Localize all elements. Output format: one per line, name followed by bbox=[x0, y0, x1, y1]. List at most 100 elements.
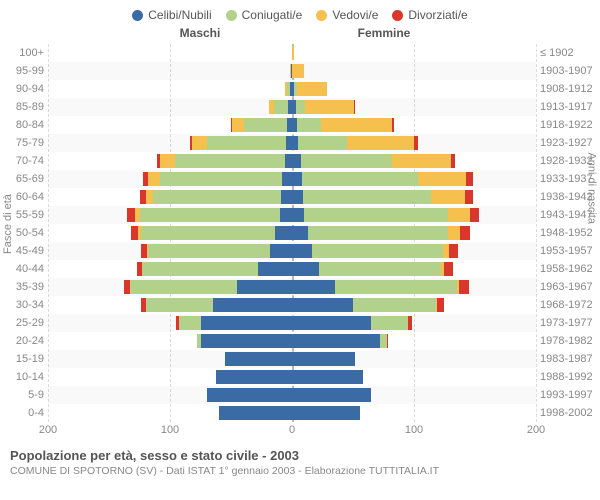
age-label: 100+ bbox=[0, 44, 48, 62]
year-label: 1923-1927 bbox=[540, 134, 600, 152]
bar-row-male bbox=[48, 314, 292, 332]
bar-row-male bbox=[48, 44, 292, 62]
bar-segment bbox=[219, 406, 292, 420]
bar-segment bbox=[354, 100, 355, 114]
age-label: 85-89 bbox=[0, 98, 48, 116]
bar-row-female bbox=[292, 260, 536, 278]
bar-segment bbox=[392, 154, 451, 168]
age-label: 80-84 bbox=[0, 116, 48, 134]
bar-segment bbox=[207, 136, 286, 150]
bar-segment bbox=[201, 316, 293, 330]
bar-row-female bbox=[292, 62, 536, 80]
bar-segment bbox=[192, 136, 207, 150]
bar-segment bbox=[308, 226, 448, 240]
bar-segment bbox=[449, 244, 458, 258]
bar-row-female bbox=[292, 242, 536, 260]
footer: Popolazione per età, sesso e stato civil… bbox=[0, 444, 600, 477]
bar-segment bbox=[270, 244, 292, 258]
bar-segment bbox=[335, 280, 457, 294]
bar-segment bbox=[292, 334, 380, 348]
legend-label: Vedovi/e bbox=[332, 8, 378, 22]
x-tick: 100 bbox=[161, 424, 179, 436]
bar-segment bbox=[146, 298, 213, 312]
bar-row-male bbox=[48, 62, 292, 80]
bar-segment bbox=[448, 208, 470, 222]
bar-row-male bbox=[48, 116, 292, 134]
bar-segment bbox=[444, 262, 453, 276]
x-tick: 200 bbox=[39, 424, 57, 436]
male-header: Maschi bbox=[108, 26, 292, 40]
bar-row-female bbox=[292, 98, 536, 116]
year-label: 1963-1967 bbox=[540, 278, 600, 296]
bar-segment bbox=[232, 118, 244, 132]
bar-segment bbox=[460, 226, 470, 240]
bar-segment bbox=[148, 244, 270, 258]
bar-segment bbox=[302, 172, 418, 186]
bar-segment bbox=[292, 244, 312, 258]
bar-row-female bbox=[292, 188, 536, 206]
bar-row-female bbox=[292, 152, 536, 170]
bar-segment bbox=[216, 370, 292, 384]
year-label: 1958-1962 bbox=[540, 260, 600, 278]
year-label: 1908-1912 bbox=[540, 80, 600, 98]
bar-row-male bbox=[48, 98, 292, 116]
year-label: ≤ 1902 bbox=[540, 44, 600, 62]
bar-row-male bbox=[48, 404, 292, 422]
bar-segment bbox=[160, 154, 175, 168]
bar-row-female bbox=[292, 134, 536, 152]
bar-segment bbox=[431, 190, 465, 204]
bar-segment bbox=[127, 208, 134, 222]
age-label: 70-74 bbox=[0, 152, 48, 170]
bar-segment bbox=[175, 154, 285, 168]
bar-segment bbox=[148, 172, 160, 186]
bar-segment bbox=[201, 334, 293, 348]
bar-row-female bbox=[292, 278, 536, 296]
bar-row-male bbox=[48, 368, 292, 386]
x-tick: 0 bbox=[289, 424, 295, 436]
bar-row-female bbox=[292, 368, 536, 386]
legend-dot bbox=[132, 10, 143, 21]
age-label: 10-14 bbox=[0, 368, 48, 386]
bar-segment bbox=[466, 172, 472, 186]
bar-segment bbox=[297, 82, 328, 96]
age-label: 75-79 bbox=[0, 134, 48, 152]
bar-segment bbox=[465, 190, 472, 204]
year-label: 1998-2002 bbox=[540, 404, 600, 422]
bar-row-female bbox=[292, 206, 536, 224]
chart-subtitle: COMUNE DI SPOTORNO (SV) - Dati ISTAT 1° … bbox=[10, 465, 590, 477]
bar-segment bbox=[207, 388, 292, 402]
bar-segment bbox=[353, 298, 436, 312]
bar-segment bbox=[244, 118, 287, 132]
year-label: 1968-1972 bbox=[540, 296, 600, 314]
bar-segment bbox=[142, 262, 258, 276]
bar-segment bbox=[225, 352, 292, 366]
legend-label: Celibi/Nubili bbox=[148, 8, 211, 22]
bar-segment bbox=[292, 280, 335, 294]
bar-row-female bbox=[292, 296, 536, 314]
bar-segment bbox=[304, 208, 448, 222]
bar-segment bbox=[237, 280, 292, 294]
bar-segment bbox=[380, 334, 387, 348]
bar-row-male bbox=[48, 278, 292, 296]
year-axis: ≤ 19021903-19071908-19121913-19171918-19… bbox=[536, 44, 600, 422]
bar-segment bbox=[296, 100, 306, 114]
age-label: 30-34 bbox=[0, 296, 48, 314]
bar-row-male bbox=[48, 296, 292, 314]
bar-row-female bbox=[292, 332, 536, 350]
bar-segment bbox=[414, 136, 418, 150]
bar-segment bbox=[275, 226, 292, 240]
bar-segment bbox=[258, 262, 292, 276]
y-axis-title-right: Anni di nascita bbox=[586, 152, 598, 224]
legend-item: Celibi/Nubili bbox=[132, 8, 211, 22]
male-half bbox=[48, 44, 292, 422]
bar-row-female bbox=[292, 80, 536, 98]
chart-area: Fasce di età Anni di nascita 100+95-9990… bbox=[0, 44, 600, 422]
bar-row-male bbox=[48, 80, 292, 98]
age-label: 90-94 bbox=[0, 80, 48, 98]
bar-segment bbox=[179, 316, 201, 330]
bar-segment bbox=[141, 226, 275, 240]
bar-row-female bbox=[292, 224, 536, 242]
bar-segment bbox=[292, 352, 355, 366]
plot bbox=[48, 44, 536, 422]
bar-segment bbox=[312, 244, 444, 258]
